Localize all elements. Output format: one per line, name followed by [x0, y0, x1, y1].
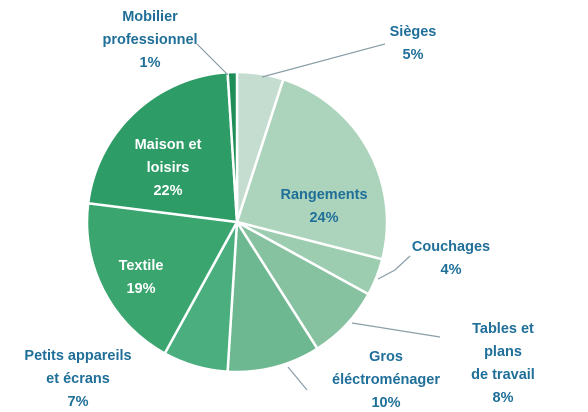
value-label: 22%	[153, 183, 183, 199]
leader-line	[351, 322, 441, 338]
slice-label: Petits appareils et écrans 7%	[24, 345, 131, 412]
category-name: Couchages	[411, 239, 491, 255]
pie-slice	[86, 70, 239, 224]
slice-label: Couchages 4%	[412, 236, 490, 282]
value-label: 4%	[440, 262, 462, 278]
category-name: Sièges	[389, 24, 437, 40]
pie-slice	[235, 77, 389, 261]
value-label: 8%	[492, 390, 514, 406]
slice-label: Sièges 5%	[390, 21, 437, 67]
slice-label: Tables et plans de travail 8%	[461, 318, 546, 410]
leader-line	[261, 43, 386, 78]
pie-slice	[226, 70, 239, 223]
value-label: 1%	[139, 55, 161, 71]
value-label: 7%	[67, 394, 89, 410]
slice-label: Mobilier professionnel 1%	[102, 6, 197, 75]
value-label: 24%	[309, 210, 339, 226]
pie-slice	[85, 201, 239, 356]
value-label: 19%	[126, 281, 156, 297]
category-name: Gros éléctroménager	[332, 349, 440, 388]
leader-line	[287, 366, 308, 391]
value-label: 10%	[371, 395, 401, 411]
value-label: 5%	[402, 47, 424, 63]
slice-label: Rangements 24%	[280, 184, 367, 230]
slice-label: Maison et loisirs 22%	[135, 134, 202, 203]
leader-line	[377, 255, 411, 280]
slice-label: Textile 19%	[119, 255, 164, 301]
category-name: Mobilier professionnel	[102, 9, 198, 48]
leader-line	[196, 43, 229, 76]
slice-label: Gros éléctroménager 10%	[332, 346, 440, 412]
category-name: Rangements	[280, 187, 368, 203]
pie-slice	[226, 218, 320, 374]
category-name: Tables et plans de travail	[471, 321, 535, 383]
category-name: Petits appareils et écrans	[24, 348, 132, 387]
category-name: Maison et loisirs	[134, 137, 202, 176]
category-name: Textile	[118, 258, 164, 274]
